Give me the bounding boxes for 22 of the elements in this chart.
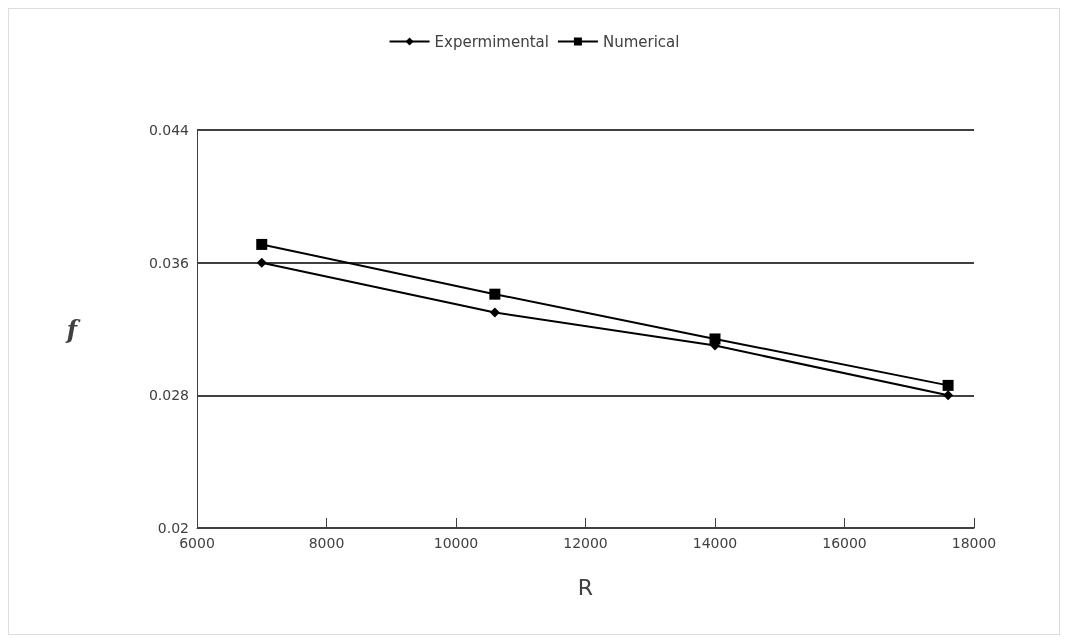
x-tick-label: 18000 xyxy=(951,535,997,551)
point xyxy=(256,238,268,250)
y-tick-label: 0.02 xyxy=(157,520,189,536)
point xyxy=(489,288,501,300)
point xyxy=(942,379,954,391)
legend-label: Expermimental xyxy=(434,32,549,51)
y-tick-label: 0.036 xyxy=(148,254,190,271)
x-axis-title: R xyxy=(577,574,594,600)
y-axis-title: f xyxy=(64,314,81,344)
x-tick-label: 8000 xyxy=(308,535,345,551)
legend-label: Numerical xyxy=(602,32,680,51)
point xyxy=(489,307,500,318)
x-tick-label: 6000 xyxy=(179,535,215,551)
point xyxy=(709,333,721,345)
x-tick-label: 10000 xyxy=(433,535,479,551)
y-tick-label: 0.028 xyxy=(148,387,189,404)
point xyxy=(256,257,267,268)
x-tick-label: 12000 xyxy=(563,535,608,551)
point xyxy=(943,390,954,401)
x-tick-label: 14000 xyxy=(692,535,738,551)
x-tick-label: 16000 xyxy=(822,535,867,551)
y-tick-label: 0.044 xyxy=(148,122,190,138)
